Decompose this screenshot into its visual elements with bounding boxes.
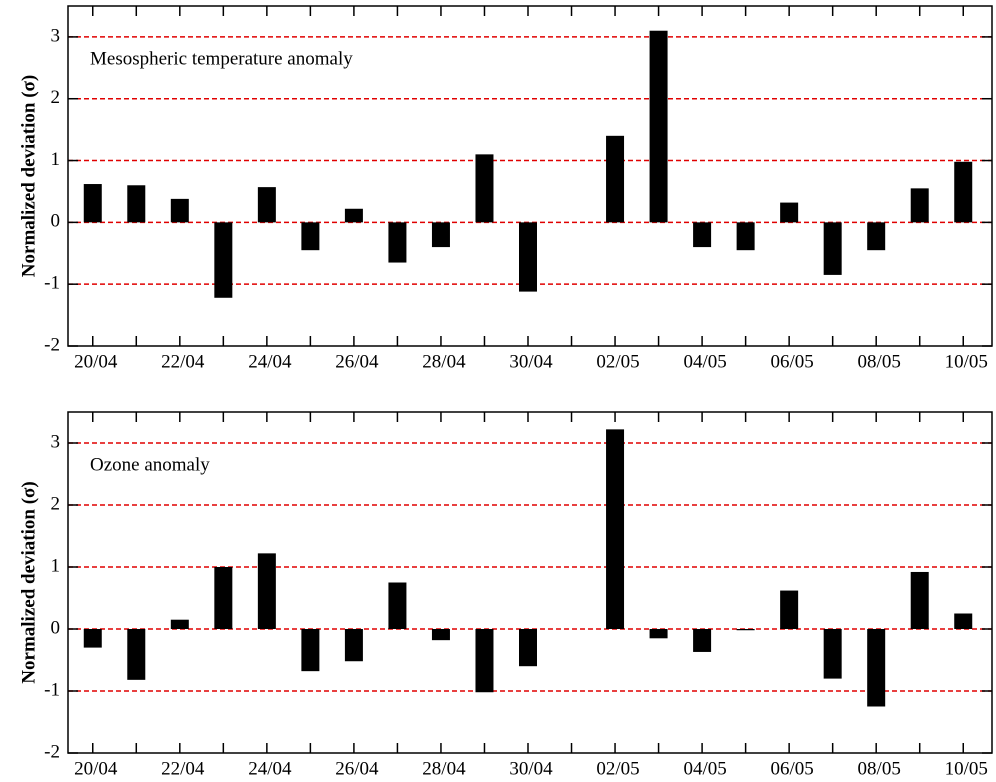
bar [736, 222, 755, 251]
x-tick-label: 26/04 [335, 758, 379, 779]
bar [780, 590, 799, 629]
bar [344, 208, 363, 223]
y-tick-label: -1 [44, 679, 60, 700]
bar [301, 629, 320, 672]
bar [606, 135, 625, 223]
bar [83, 629, 102, 648]
bar [257, 187, 276, 223]
x-tick-label: 26/04 [335, 351, 379, 372]
bar [954, 161, 973, 223]
plot-frame [67, 411, 993, 754]
y-axis-label: Normalized deviation (σ) [18, 75, 39, 277]
x-tick-label: 28/04 [422, 351, 466, 372]
panel-annotation: Ozone anomaly [90, 454, 210, 475]
bar [867, 629, 886, 707]
panel-annotation: Mesospheric temperature anomaly [90, 48, 353, 69]
x-tick-label: 08/05 [858, 758, 901, 779]
x-tick-label: 20/04 [74, 351, 118, 372]
x-tick-label: 30/04 [509, 758, 553, 779]
bar [127, 185, 146, 223]
y-axis-label: Normalized deviation (σ) [18, 481, 39, 683]
bar [954, 613, 973, 629]
x-tick-label: 22/04 [161, 351, 205, 372]
bar [649, 629, 668, 639]
x-tick-label: 20/04 [74, 758, 118, 779]
x-tick-label: 28/04 [422, 758, 466, 779]
x-tick-label: 24/04 [248, 351, 292, 372]
x-tick-label: 06/05 [771, 758, 814, 779]
bar [649, 30, 668, 223]
x-tick-label: 30/04 [509, 351, 553, 372]
bar [823, 629, 842, 679]
bar [693, 629, 712, 652]
x-tick-label: 02/05 [596, 351, 639, 372]
y-tick-label: 1 [51, 149, 61, 170]
x-tick-label: 02/05 [596, 758, 639, 779]
y-tick-label: 1 [51, 555, 61, 576]
bar [388, 222, 407, 263]
bar [910, 188, 929, 223]
y-tick-label: -2 [44, 334, 60, 355]
bar [83, 184, 102, 223]
bar [475, 154, 494, 223]
y-tick-label: -1 [44, 273, 60, 294]
bar [867, 222, 886, 251]
plot-frame [67, 5, 993, 347]
bar [736, 629, 755, 631]
bar [475, 629, 494, 693]
bar [910, 571, 929, 629]
x-tick-label: 24/04 [248, 758, 292, 779]
x-tick-label: 10/05 [945, 758, 988, 779]
y-tick-label: -2 [44, 741, 60, 762]
y-tick-label: 2 [51, 493, 61, 514]
bar [214, 567, 233, 629]
bar [693, 222, 712, 248]
bar [344, 629, 363, 662]
bar [431, 629, 450, 641]
bar [780, 202, 799, 223]
x-tick-label: 22/04 [161, 758, 205, 779]
bar [170, 619, 189, 629]
bar [214, 222, 233, 298]
x-tick-label: 04/05 [683, 758, 726, 779]
bar [519, 222, 537, 292]
bar [431, 222, 450, 248]
bar [823, 222, 842, 275]
bar [170, 198, 189, 223]
x-tick-label: 10/05 [945, 351, 988, 372]
bar [127, 629, 146, 680]
y-tick-label: 3 [51, 431, 61, 452]
bar [257, 553, 276, 629]
bar [519, 629, 537, 667]
bar [301, 222, 320, 251]
bar [388, 582, 407, 629]
y-tick-label: 3 [51, 25, 61, 46]
x-tick-label: 06/05 [771, 351, 814, 372]
x-tick-label: 04/05 [683, 351, 726, 372]
y-tick-label: 2 [51, 87, 61, 108]
y-tick-label: 0 [51, 617, 61, 638]
x-tick-label: 08/05 [858, 351, 901, 372]
y-tick-label: 0 [51, 211, 61, 232]
bar [606, 429, 625, 629]
